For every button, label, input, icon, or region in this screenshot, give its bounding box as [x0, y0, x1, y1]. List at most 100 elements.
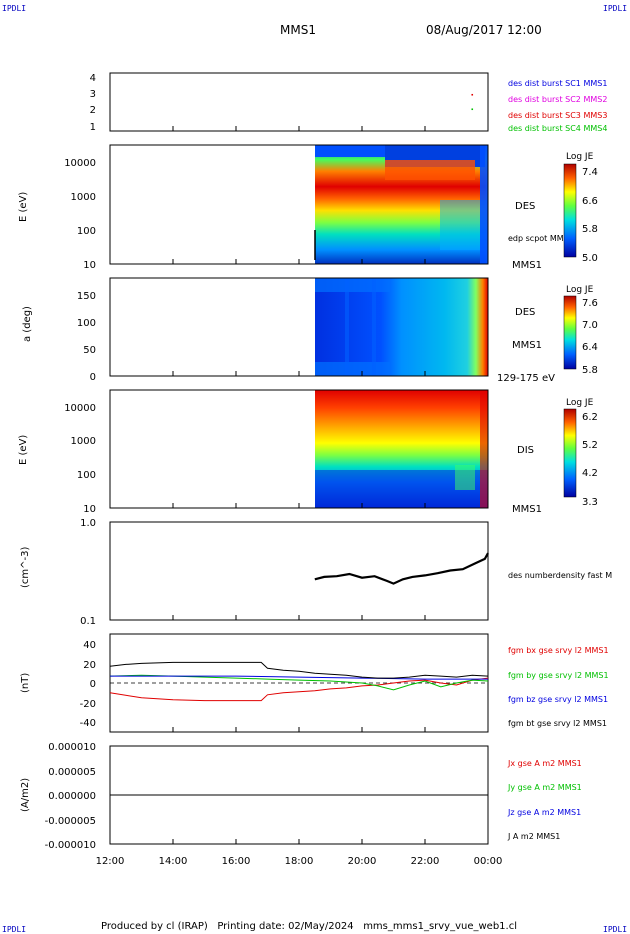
current-legend-j: J A m2 MMS1 — [507, 832, 560, 841]
des-pitch-tick-0: 0 — [90, 372, 96, 383]
panel-dis-energy: E (eV) 10000 1000 100 10 DIS MMS1 Log JE… — [18, 389, 598, 515]
density-tick-bottom: 0.1 — [80, 616, 96, 627]
panel-burst: 4 3 2 1 des dist burst SC1 MMS1 des dist… — [90, 72, 607, 133]
density-series-line — [314, 552, 489, 585]
x-tick-label: 00:00 — [474, 856, 503, 867]
fgm-legend-by: fgm by gse srvy l2 MMS1 — [508, 671, 609, 680]
current-tick-2: 0.000000 — [48, 791, 96, 802]
des-pitch-tick-50: 50 — [83, 345, 96, 356]
dis-energy-label-dis: DIS — [517, 445, 534, 456]
dis-energy-tick-1000: 1000 — [71, 436, 96, 447]
x-axis-ticks: 12:00 14:00 16:00 18:00 20:00 22:00 00:00 — [96, 126, 503, 867]
burst-points — [471, 93, 474, 111]
des-pitch-label-mms1: MMS1 — [512, 340, 542, 351]
fgm-ylabel: (nT) — [20, 673, 31, 693]
density-tick-top: 1.0 — [80, 518, 96, 529]
burst-tick-2: 2 — [90, 105, 96, 116]
figure-title: MMS1 — [280, 23, 316, 37]
corner-mark-top-right: IPDLI — [603, 4, 627, 13]
density-lines — [314, 552, 489, 585]
dis-energy-label-mms1: MMS1 — [512, 504, 542, 515]
current-ylabel: (A/m2) — [20, 778, 31, 812]
fgm-legend-bt: fgm bt gse srvy l2 MMS1 — [508, 719, 607, 728]
panel-des-pitch: a (deg) 150 100 50 0 DES MMS1 129-175 eV… — [22, 277, 598, 384]
series-line — [109, 677, 489, 702]
series-line — [109, 661, 489, 679]
des-energy-ylabel: E (eV) — [18, 192, 29, 222]
current-legend-jz: Jz gse A m2 MMS1 — [507, 808, 581, 817]
current-legend-jx: Jx gse A m2 MMS1 — [507, 759, 582, 768]
panel-burst-frame — [109, 72, 489, 132]
dis-energy-spectrogram — [315, 390, 488, 508]
des-energy-label-scpot: edp scpot MMS1 — [508, 234, 574, 243]
des-energy-tick-10000: 10000 — [64, 158, 96, 169]
colorbar-des-pitch-tick-0: 7.6 — [582, 298, 598, 309]
des-energy-tick-10: 10 — [83, 260, 96, 271]
panel-fgm: (nT) 40 20 0 -20 -40 fgm bx gse srvy l2 … — [20, 633, 609, 733]
figure-datetime: 08/Aug/2017 12:00 — [426, 23, 542, 37]
colorbar-des-energy-tick-0: 7.4 — [582, 167, 598, 178]
x-tick-label: 16:00 — [222, 856, 251, 867]
fgm-tick-minus40: -40 — [80, 718, 96, 729]
density-legend: des numberdensity fast M — [508, 571, 612, 580]
colorbar-des-energy: Log JE 7.4 6.6 5.8 5.0 — [563, 152, 598, 264]
fgm-legend-bx: fgm bx gse srvy l2 MMS1 — [508, 646, 609, 655]
current-tick-4: -0.000010 — [45, 840, 96, 851]
footer-caption: Produced by cl (IRAP) Printing date: 02/… — [101, 921, 517, 932]
corner-mark-top-left: IPDLI — [2, 4, 26, 13]
burst-tick-3: 3 — [90, 89, 96, 100]
burst-tick-1: 1 — [90, 122, 96, 133]
burst-point — [471, 93, 474, 96]
dis-energy-tick-10000: 10000 — [64, 403, 96, 414]
des-pitch-label-energy: 129-175 eV — [497, 373, 555, 384]
panel-density-frame — [109, 521, 489, 621]
des-energy-tick-100: 100 — [77, 226, 96, 237]
des-energy-label-des: DES — [515, 201, 535, 212]
fgm-tick-0: 0 — [90, 679, 96, 690]
des-energy-spectrogram — [315, 145, 488, 264]
colorbar-dis-energy-tick-1: 5.2 — [582, 440, 598, 451]
corner-mark-bottom-left: IPDLI — [2, 925, 26, 934]
des-pitch-tick-100: 100 — [77, 318, 96, 329]
des-energy-label-mms1: MMS1 — [512, 260, 542, 271]
fgm-tick-20: 20 — [83, 660, 96, 671]
burst-tick-4: 4 — [90, 73, 96, 84]
dis-energy-tick-100: 100 — [77, 470, 96, 481]
dis-energy-ylabel: E (eV) — [18, 435, 29, 465]
legend-burst-sc3: des dist burst SC3 MMS3 — [508, 111, 607, 120]
colorbar-des-pitch: Log JE 7.6 7.0 6.4 5.8 — [563, 285, 598, 376]
colorbar-des-energy-tick-2: 5.8 — [582, 224, 598, 235]
colorbar-des-energy-tick-1: 6.6 — [582, 196, 598, 207]
x-tick-label: 12:00 — [96, 856, 125, 867]
x-tick-label: 20:00 — [348, 856, 377, 867]
current-tick-0: 0.000010 — [48, 742, 96, 753]
colorbar-des-pitch-title: Log JE — [566, 285, 594, 295]
des-pitch-label-des: DES — [515, 307, 535, 318]
colorbar-dis-energy-tick-2: 4.2 — [582, 468, 598, 479]
x-tick-label: 14:00 — [159, 856, 188, 867]
fgm-tick-minus20: -20 — [80, 699, 96, 710]
des-pitch-tick-150: 150 — [77, 291, 96, 302]
fgm-tick-40: 40 — [83, 640, 96, 651]
colorbar-des-energy-title: Log JE — [566, 152, 594, 162]
des-pitch-ylabel: a (deg) — [22, 306, 33, 342]
colorbar-dis-energy-tick-0: 6.2 — [582, 412, 598, 423]
current-tick-1: 0.000005 — [48, 767, 96, 778]
colorbar-des-pitch-tick-1: 7.0 — [582, 320, 598, 331]
corner-mark-bottom-right: IPDLI — [603, 925, 627, 934]
colorbar-dis-energy: Log JE 6.2 5.2 4.2 3.3 — [563, 398, 598, 508]
dis-energy-tick-10: 10 — [83, 504, 96, 515]
colorbar-des-pitch-tick-3: 5.8 — [582, 365, 598, 376]
des-energy-tick-1000: 1000 — [71, 192, 96, 203]
des-pitch-spectrogram — [315, 278, 488, 376]
colorbar-des-energy-tick-3: 5.0 — [582, 253, 598, 264]
series-line — [109, 674, 489, 691]
colorbar-dis-energy-title: Log JE — [566, 398, 594, 408]
current-tick-3: -0.000005 — [45, 816, 96, 827]
colorbar-des-pitch-tick-2: 6.4 — [582, 342, 598, 353]
legend-burst-sc1: des dist burst SC1 MMS1 — [508, 79, 607, 88]
panel-density: (cm^-3) 1.0 0.1 des numberdensity fast M — [20, 518, 612, 627]
legend-burst-sc2: des dist burst SC2 MMS2 — [508, 95, 607, 104]
current-legend-jy: Jy gse A m2 MMS1 — [507, 783, 582, 792]
